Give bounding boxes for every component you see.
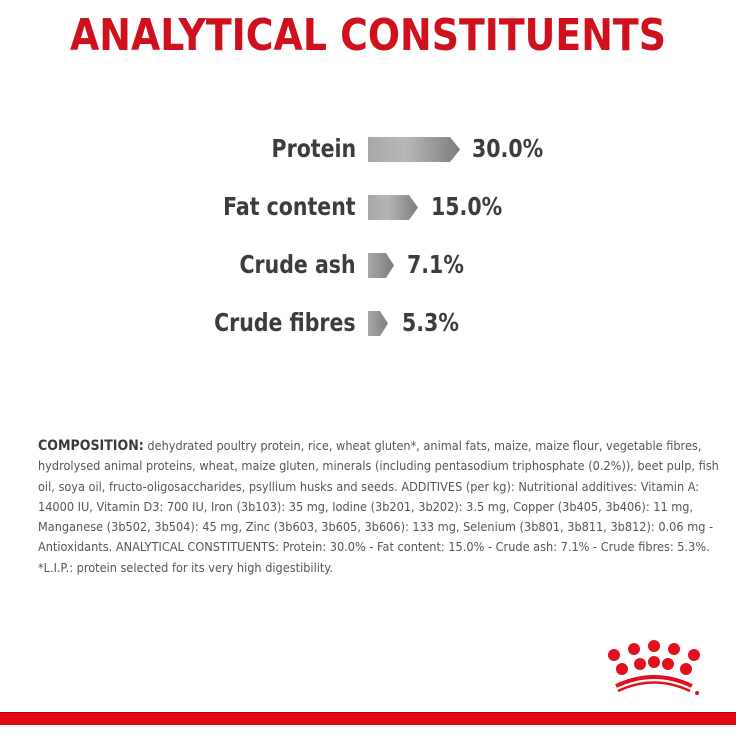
page-title: ANALYTICAL CONSTITUENTS: [70, 10, 666, 61]
composition-heading: COMPOSITION:: [38, 438, 144, 454]
row-label: Protein: [271, 134, 356, 163]
bar-arrow: [368, 311, 388, 336]
row-value: 30.0%: [472, 134, 544, 163]
chart-row-crude-ash: Crude ash 7.1%: [0, 245, 736, 285]
nutrient-bar-chart: Protein 30.0% Fat content 15.0% Crude as…: [0, 0, 736, 360]
bar-arrow: [368, 195, 418, 220]
row-label: Crude fibres: [214, 308, 356, 337]
row-value: 7.1%: [407, 250, 464, 279]
row-label: Crude ash: [239, 250, 356, 279]
composition-text: COMPOSITION: dehydrated poultry protein,…: [38, 436, 727, 578]
chart-row-crude-fibres: Crude fibres 5.3%: [0, 303, 736, 343]
composition-body: dehydrated poultry protein, rice, wheat …: [38, 438, 719, 575]
chart-row-protein: Protein 30.0%: [0, 129, 736, 169]
bar-arrow: [368, 137, 460, 162]
row-value: 5.3%: [402, 308, 459, 337]
crown-logo-icon: [604, 640, 704, 696]
row-label: Fat content: [223, 192, 356, 221]
row-value: 15.0%: [431, 192, 503, 221]
chart-row-fat-content: Fat content 15.0%: [0, 187, 736, 227]
bar-arrow: [368, 253, 394, 278]
brand-stripe: [0, 712, 736, 725]
